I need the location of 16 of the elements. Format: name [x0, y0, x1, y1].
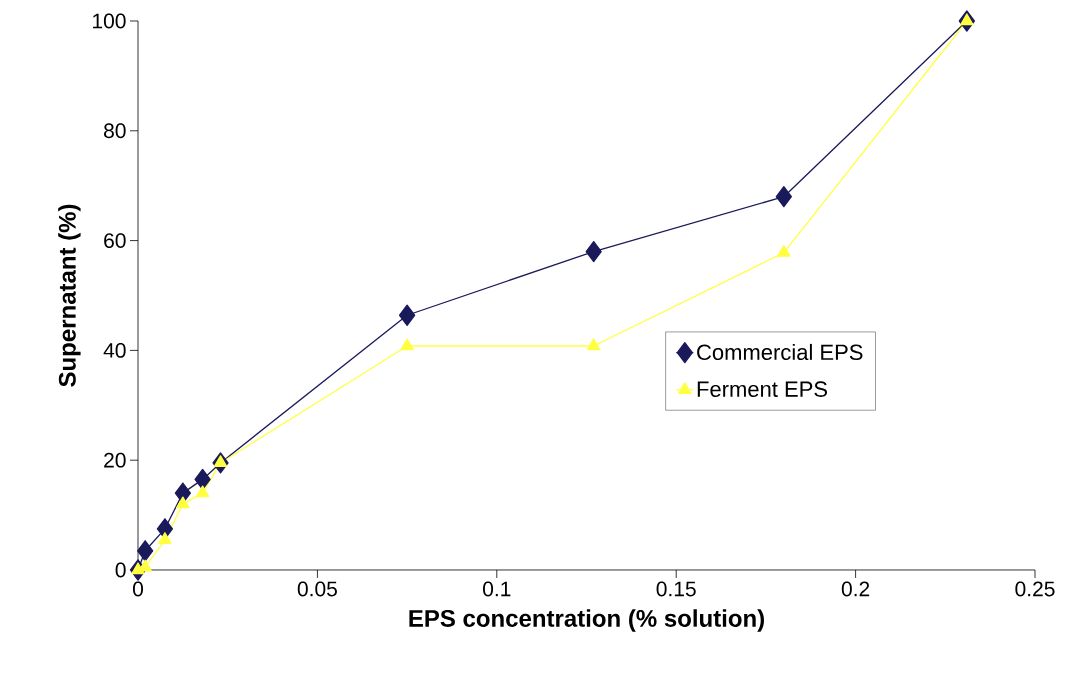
x-tick-label: 0.25 — [1015, 581, 1055, 597]
legend-label: Ferment EPS — [697, 381, 828, 397]
x-tick-label: 0.15 — [656, 581, 696, 597]
y-tick-label: 100 — [93, 13, 126, 29]
y-tick-label: 20 — [104, 452, 126, 468]
y-tick-label: 60 — [104, 233, 126, 249]
y-tick-label: 0 — [115, 562, 126, 578]
legend-label: Commercial EPS — [697, 343, 863, 361]
y-tick-label: 40 — [103, 342, 126, 358]
x-tick-label: 0 — [132, 581, 144, 597]
x-tick-label: 0.1 — [483, 581, 511, 597]
y-tick-label: 80 — [104, 123, 126, 139]
x-tick-label: 0.05 — [297, 581, 337, 597]
x-tick-label: 0.2 — [841, 581, 870, 597]
y-axis-title: Supernatant (%) — [58, 204, 81, 387]
x-axis-title: EPS concentration (% solution) — [409, 609, 764, 632]
